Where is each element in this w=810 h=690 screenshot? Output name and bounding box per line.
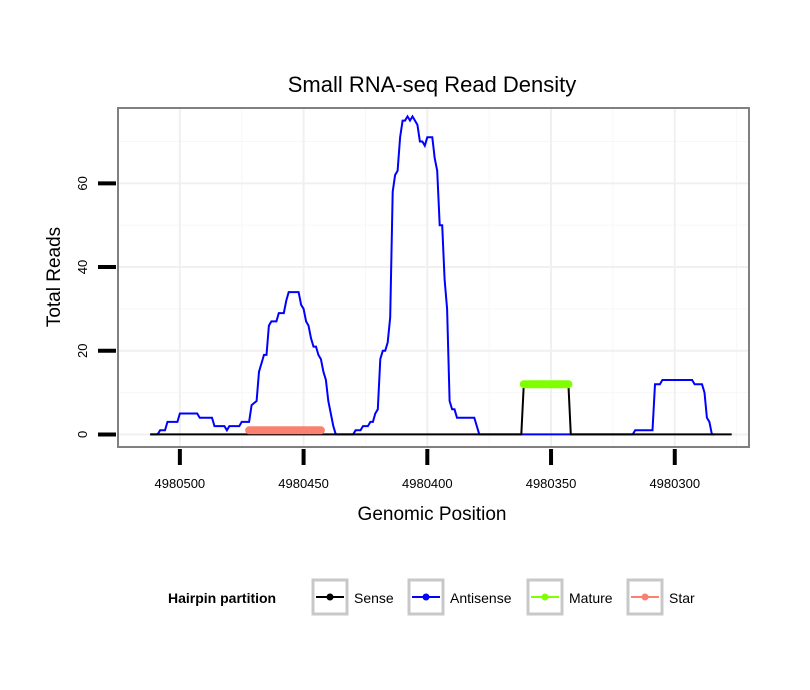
series-mature-point (520, 381, 528, 388)
y-tick-label: 60 (75, 176, 90, 190)
legend-key-point-antisense (422, 593, 430, 601)
plot-panel (117, 107, 750, 448)
legend-label-star: Star (669, 590, 695, 606)
x-axis-label: Genomic Position (358, 504, 507, 525)
y-tick-label: 20 (75, 344, 90, 358)
plot-border (117, 107, 750, 448)
legend-item-mature: Mature (526, 578, 613, 616)
x-tick-label: 4980300 (649, 476, 700, 491)
y-tick-label: 40 (75, 260, 90, 274)
chart-title: Small RNA-seq Read Density (288, 72, 577, 97)
y-axis: 0 20 40 60 (75, 176, 116, 438)
legend-item-star: Star (626, 578, 695, 616)
legend-label-mature: Mature (569, 590, 613, 606)
legend-title: Hairpin partition (168, 590, 276, 606)
series-antisense-line (150, 114, 715, 436)
legend-key-point-sense (326, 593, 334, 601)
x-tick-label: 4980500 (155, 476, 206, 491)
x-tick-label: 4980400 (402, 476, 453, 491)
legend-item-sense: Sense (311, 578, 394, 616)
legend: Hairpin partition Sense Antisense Mature St… (168, 578, 695, 616)
legend-key-point-mature (541, 593, 549, 601)
plot-background (118, 108, 749, 447)
y-axis-label: Total Reads (44, 227, 65, 327)
legend-item-antisense: Antisense (407, 578, 512, 616)
y-tick-label: 0 (75, 431, 90, 438)
legend-label-antisense: Antisense (450, 590, 512, 606)
x-tick-label: 4980350 (526, 476, 577, 491)
x-axis: 4980500 4980450 4980400 4980350 4980300 (155, 449, 700, 491)
series-layer (150, 114, 732, 436)
x-tick-label: 4980450 (278, 476, 329, 491)
legend-key-point-star (641, 593, 649, 601)
series-star-point (245, 427, 253, 434)
legend-label-sense: Sense (354, 590, 394, 606)
